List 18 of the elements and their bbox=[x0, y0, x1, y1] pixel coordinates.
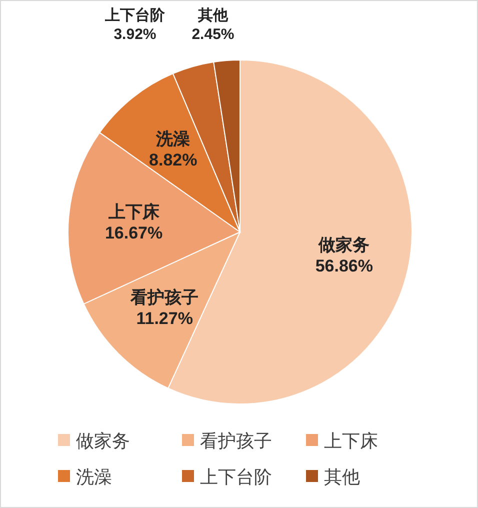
slice-label: 看护孩子 bbox=[130, 288, 199, 307]
legend-label: 其他 bbox=[324, 467, 360, 487]
legend-label: 看护孩子 bbox=[200, 431, 272, 451]
slice-label: 上下台阶 bbox=[104, 6, 166, 24]
data-label: 3.92% bbox=[114, 26, 156, 43]
slice-label: 其他 bbox=[197, 6, 229, 24]
legend-label: 上下台阶 bbox=[200, 467, 272, 487]
data-label: 56.86% bbox=[315, 256, 374, 276]
slice-label: 上下床 bbox=[107, 202, 160, 222]
data-label: 2.45% bbox=[192, 26, 234, 43]
slice-label: 洗澡 bbox=[155, 129, 190, 148]
slice-label: 做家务 bbox=[318, 235, 370, 254]
legend-label: 上下床 bbox=[324, 431, 378, 451]
data-label: 11.27% bbox=[136, 308, 193, 328]
legend-label: 洗澡 bbox=[76, 467, 112, 487]
data-label: 8.82% bbox=[149, 150, 198, 170]
legend-label: 做家务 bbox=[76, 431, 130, 451]
data-label: 16.67% bbox=[104, 224, 163, 243]
